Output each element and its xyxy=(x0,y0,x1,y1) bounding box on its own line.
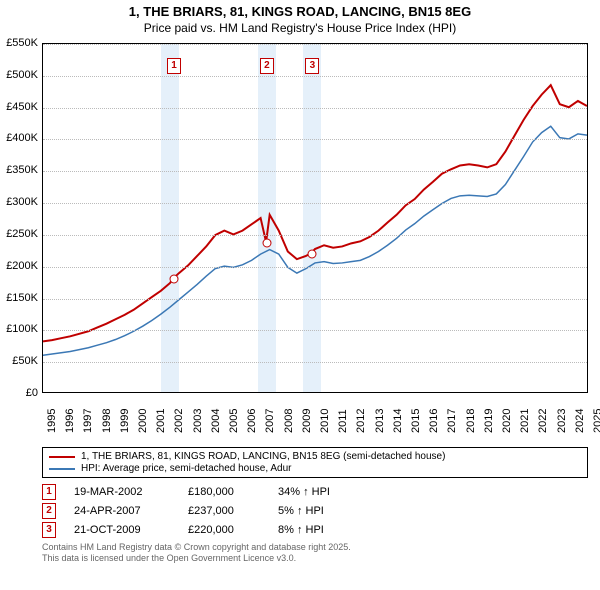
x-tick-label: 1995 xyxy=(46,409,58,433)
x-tick-label: 2009 xyxy=(301,409,313,433)
x-tick-label: 2005 xyxy=(228,409,240,433)
gridline xyxy=(43,171,587,172)
x-tick-label: 2020 xyxy=(501,409,513,433)
sale-date: 21-OCT-2009 xyxy=(74,524,170,536)
gridline xyxy=(43,330,587,331)
sale-marker-icon: 3 xyxy=(42,522,56,538)
sale-date: 19-MAR-2002 xyxy=(74,486,170,498)
x-tick-label: 2021 xyxy=(519,409,531,433)
x-tick-label: 2019 xyxy=(483,409,495,433)
sale-marker-icon: 1 xyxy=(42,484,56,500)
series-line xyxy=(43,85,587,341)
y-tick-label: £200K xyxy=(6,260,38,272)
x-tick-label: 2018 xyxy=(465,409,477,433)
chart-container: 1, THE BRIARS, 81, KINGS ROAD, LANCING, … xyxy=(0,4,600,565)
sale-price: £237,000 xyxy=(188,505,260,517)
x-tick-label: 2006 xyxy=(246,409,258,433)
y-tick-label: £500K xyxy=(6,69,38,81)
x-tick-label: 2023 xyxy=(556,409,568,433)
y-tick-label: £400K xyxy=(6,132,38,144)
y-tick-label: £150K xyxy=(6,292,38,304)
x-tick-label: 2011 xyxy=(337,409,349,433)
attribution-line: Contains HM Land Registry data © Crown c… xyxy=(42,542,588,553)
attribution: Contains HM Land Registry data © Crown c… xyxy=(42,542,588,565)
gridline xyxy=(43,362,587,363)
y-tick-label: £100K xyxy=(6,323,38,335)
y-tick-label: £300K xyxy=(6,196,38,208)
gridline xyxy=(43,108,587,109)
sale-price: £220,000 xyxy=(188,524,260,536)
chart-title: 1, THE BRIARS, 81, KINGS ROAD, LANCING, … xyxy=(0,4,600,19)
line-layer xyxy=(43,44,587,392)
legend-swatch-icon xyxy=(49,468,75,470)
x-tick-label: 2022 xyxy=(537,409,549,433)
y-tick-label: £450K xyxy=(6,101,38,113)
x-axis: 1995 1996 1997 1998 1999 2000 2001 2002 2003 2004… xyxy=(42,393,588,445)
sale-change: 5% ↑ HPI xyxy=(278,505,368,517)
x-tick-label: 1996 xyxy=(64,409,76,433)
chart-subtitle: Price paid vs. HM Land Registry's House … xyxy=(0,21,600,35)
legend-item: 1, THE BRIARS, 81, KINGS ROAD, LANCING, … xyxy=(49,451,581,462)
gridline xyxy=(43,203,587,204)
legend-item: HPI: Average price, semi-detached house,… xyxy=(49,463,581,474)
gridline xyxy=(43,76,587,77)
y-tick-label: £50K xyxy=(12,355,38,367)
sale-point-icon xyxy=(308,250,317,259)
chart-area: £0£50K£100K£150K£200K£250K£300K£350K£400… xyxy=(42,43,588,393)
x-tick-label: 2017 xyxy=(446,409,458,433)
x-tick-label: 2007 xyxy=(264,409,276,433)
sale-point-icon xyxy=(262,239,271,248)
attribution-line: This data is licensed under the Open Gov… xyxy=(42,553,588,564)
x-tick-label: 1997 xyxy=(82,409,94,433)
legend-label: 1, THE BRIARS, 81, KINGS ROAD, LANCING, … xyxy=(81,451,445,462)
x-tick-label: 2025 xyxy=(592,409,600,433)
gridline xyxy=(43,299,587,300)
x-tick-label: 2016 xyxy=(428,409,440,433)
y-axis: £0£50K£100K£150K£200K£250K£300K£350K£400… xyxy=(0,43,42,393)
gridline xyxy=(43,267,587,268)
plot-area: 1 2 3 xyxy=(42,43,588,393)
x-tick-label: 2015 xyxy=(410,409,422,433)
x-tick-label: 2000 xyxy=(137,409,149,433)
x-tick-label: 2013 xyxy=(374,409,386,433)
sale-marker-icon: 2 xyxy=(42,503,56,519)
gridline xyxy=(43,139,587,140)
y-tick-label: £250K xyxy=(6,228,38,240)
y-tick-label: £0 xyxy=(26,387,38,399)
sale-point-icon xyxy=(170,275,179,284)
x-tick-label: 2008 xyxy=(283,409,295,433)
x-tick-label: 2010 xyxy=(319,409,331,433)
x-tick-label: 2003 xyxy=(192,409,204,433)
x-tick-label: 1999 xyxy=(119,409,131,433)
sale-change: 34% ↑ HPI xyxy=(278,486,368,498)
legend-swatch-icon xyxy=(49,456,75,458)
y-tick-label: £550K xyxy=(6,37,38,49)
y-tick-label: £350K xyxy=(6,164,38,176)
sale-price: £180,000 xyxy=(188,486,260,498)
x-tick-label: 2004 xyxy=(210,409,222,433)
series-line xyxy=(43,126,587,355)
sale-row: 1 19-MAR-2002 £180,000 34% ↑ HPI xyxy=(42,484,588,500)
sale-marker-icon: 1 xyxy=(167,58,181,74)
sale-change: 8% ↑ HPI xyxy=(278,524,368,536)
legend: 1, THE BRIARS, 81, KINGS ROAD, LANCING, … xyxy=(42,447,588,478)
sale-row: 2 24-APR-2007 £237,000 5% ↑ HPI xyxy=(42,503,588,519)
x-tick-label: 2001 xyxy=(155,409,167,433)
sale-row: 3 21-OCT-2009 £220,000 8% ↑ HPI xyxy=(42,522,588,538)
x-tick-label: 2002 xyxy=(173,409,185,433)
x-tick-label: 1998 xyxy=(101,409,113,433)
x-tick-label: 2024 xyxy=(574,409,586,433)
sale-date: 24-APR-2007 xyxy=(74,505,170,517)
gridline xyxy=(43,44,587,45)
x-tick-label: 2014 xyxy=(392,409,404,433)
gridline xyxy=(43,235,587,236)
sales-table: 1 19-MAR-2002 £180,000 34% ↑ HPI 2 24-APR-200… xyxy=(42,484,588,538)
sale-marker-icon: 2 xyxy=(260,58,274,74)
sale-marker-icon: 3 xyxy=(305,58,319,74)
x-tick-label: 2012 xyxy=(355,409,367,433)
legend-label: HPI: Average price, semi-detached house,… xyxy=(81,463,292,474)
